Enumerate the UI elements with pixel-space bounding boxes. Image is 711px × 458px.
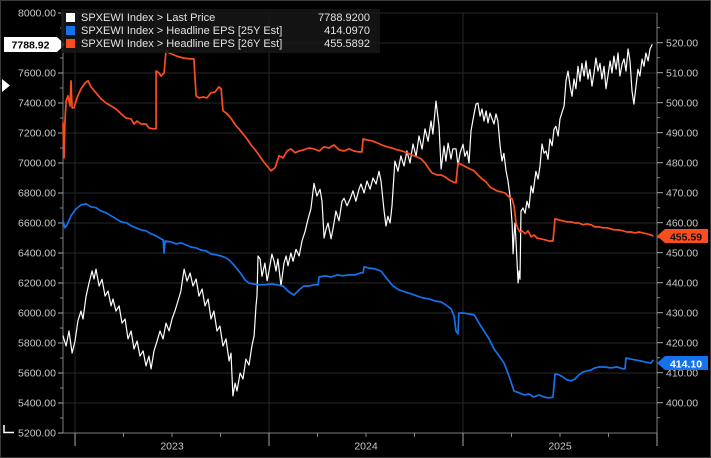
right-axis-tick-label: 460.00 bbox=[666, 217, 698, 229]
legend-value: 414.0970 bbox=[324, 24, 370, 37]
last-price-callout-value: 7788.92 bbox=[12, 39, 50, 51]
left-axis-tick-label: 7600.00 bbox=[18, 68, 56, 80]
left-axis-tick-label: 5600.00 bbox=[18, 368, 56, 380]
left-axis-tick-label: 5800.00 bbox=[18, 338, 56, 350]
left-axis-tick-label: 6400.00 bbox=[18, 248, 56, 260]
eps-25y-callout-bubble bbox=[657, 356, 708, 370]
x-axis-year-label: 2024 bbox=[354, 441, 378, 453]
legend-swatch-icon bbox=[66, 13, 75, 22]
left-axis-tick-label: 5400.00 bbox=[18, 398, 56, 410]
right-axis-tick-label: 440.00 bbox=[666, 277, 698, 289]
right-axis-tick-label: 410.00 bbox=[666, 367, 698, 379]
left-axis-tick-label: 6600.00 bbox=[18, 218, 56, 230]
legend-item-eps-26y[interactable]: SPXEWI Index > Headline EPS [26Y Est] 455… bbox=[66, 37, 370, 50]
legend-value: 7788.9200 bbox=[318, 11, 370, 24]
panel-expand-icon[interactable] bbox=[2, 79, 10, 92]
eps-25y-axis-callout: 414.10 bbox=[657, 356, 708, 370]
series-line-eps-26y bbox=[62, 49, 654, 242]
right-axis-tick-label: 450.00 bbox=[666, 247, 698, 259]
right-axis-tick-label: 470.00 bbox=[666, 187, 698, 199]
left-axis-tick-label: 6200.00 bbox=[18, 278, 56, 290]
legend-label: SPXEWI Index > Headline EPS [25Y Est] bbox=[81, 24, 283, 37]
right-axis-tick-label: 480.00 bbox=[666, 157, 698, 169]
legend-value: 455.5892 bbox=[324, 37, 370, 50]
last-price-callout-bubble bbox=[4, 37, 65, 52]
eps-26y-callout-bubble bbox=[657, 229, 708, 243]
left-axis-tick-label: 7200.00 bbox=[18, 128, 56, 140]
right-axis-tick-label: 420.00 bbox=[666, 337, 698, 349]
right-axis-tick-label: 500.00 bbox=[666, 97, 698, 109]
legend: SPXEWI Index > Last Price 7788.9200 SPXEWI… bbox=[61, 9, 380, 53]
left-axis-tick-label: 7400.00 bbox=[18, 98, 56, 110]
left-axis-tick-label: 7000.00 bbox=[18, 158, 56, 170]
legend-swatch-icon bbox=[66, 26, 75, 35]
legend-label: SPXEWI Index > Last Price bbox=[81, 11, 216, 24]
right-axis-tick-label: 400.00 bbox=[666, 397, 698, 409]
eps-26y-callout-value: 455.59 bbox=[670, 231, 702, 243]
x-axis-year-label: 2023 bbox=[160, 441, 184, 453]
right-axis-tick-label: 520.00 bbox=[666, 37, 698, 49]
right-axis-tick-label: 510.00 bbox=[666, 67, 698, 79]
left-axis-tick-label: 5200.00 bbox=[18, 428, 56, 440]
last-price-axis-callout: 7788.92 bbox=[4, 37, 65, 52]
legend-swatch-icon bbox=[66, 39, 75, 48]
axis-corner-mark bbox=[3, 425, 14, 434]
legend-item-last-price[interactable]: SPXEWI Index > Last Price 7788.9200 bbox=[66, 11, 370, 24]
left-axis-tick-label: 6800.00 bbox=[18, 188, 56, 200]
x-axis-year-label: 2025 bbox=[548, 441, 572, 453]
right-axis-tick-label: 490.00 bbox=[666, 127, 698, 139]
left-axis-tick-label: 6000.00 bbox=[18, 308, 56, 320]
eps-26y-axis-callout: 455.59 bbox=[657, 229, 708, 243]
right-axis-tick-label: 430.00 bbox=[666, 307, 698, 319]
eps-25y-callout-value: 414.10 bbox=[670, 358, 702, 370]
series-line-eps-25y bbox=[62, 202, 654, 399]
left-axis-tick-label: 8000.00 bbox=[18, 8, 56, 20]
series-line-last-price bbox=[62, 44, 653, 397]
legend-item-eps-25y[interactable]: SPXEWI Index > Headline EPS [25Y Est] 414… bbox=[66, 24, 370, 37]
legend-label: SPXEWI Index > Headline EPS [26Y Est] bbox=[81, 37, 283, 50]
